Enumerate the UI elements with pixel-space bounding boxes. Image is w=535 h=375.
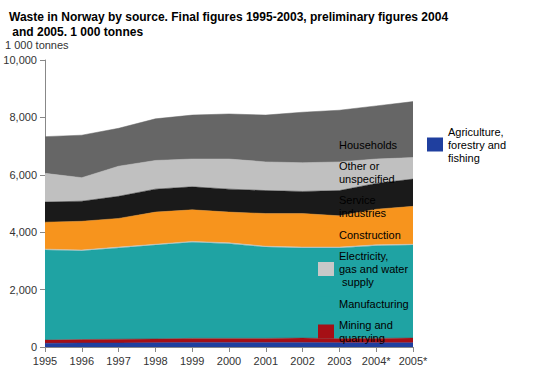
svg-text:Agriculture,: Agriculture, [448,126,507,138]
svg-text:quarrying: quarrying [339,332,385,344]
svg-text:1 000 tonnes: 1 000 tonnes [5,39,69,51]
svg-text:supply: supply [339,276,374,288]
svg-text:Mining and: Mining and [339,319,396,331]
svg-text:4,000: 4,000 [9,226,37,238]
svg-text:2005*: 2005* [399,355,428,367]
svg-text:forestry and: forestry and [448,139,509,151]
svg-text:Waste in Norway by source. Fin: Waste in Norway by source. Final figures… [9,10,448,24]
svg-text:0: 0 [31,341,37,353]
svg-text:2004*: 2004* [362,355,391,367]
svg-text:1999: 1999 [180,355,204,367]
svg-text:industries: industries [339,207,387,219]
svg-text:gas and water: gas and water [339,263,408,275]
svg-text:8,000: 8,000 [9,111,37,123]
svg-text:and 2005. 1 000 tonnes: and 2005. 1 000 tonnes [9,25,143,39]
svg-text:Manufacturing: Manufacturing [339,298,409,310]
svg-text:Households: Households [339,139,398,151]
svg-text:Electricity,: Electricity, [339,250,391,262]
svg-text:2,000: 2,000 [9,284,37,296]
svg-text:1998: 1998 [143,355,167,367]
svg-text:Other or: Other or [339,160,382,172]
svg-text:1995: 1995 [33,355,57,367]
svg-text:fishing: fishing [448,152,480,164]
svg-text:6,000: 6,000 [9,169,37,181]
svg-text:2001: 2001 [254,355,278,367]
svg-text:1996: 1996 [70,355,94,367]
svg-text:Service: Service [339,194,379,206]
svg-text:unspecified: unspecified [339,173,395,185]
svg-text:10,000: 10,000 [3,54,37,66]
svg-text:Construction: Construction [339,229,401,241]
svg-text:2000: 2000 [217,355,241,367]
svg-text:1997: 1997 [106,355,130,367]
svg-text:2002: 2002 [290,355,314,367]
svg-text:2003: 2003 [327,355,351,367]
